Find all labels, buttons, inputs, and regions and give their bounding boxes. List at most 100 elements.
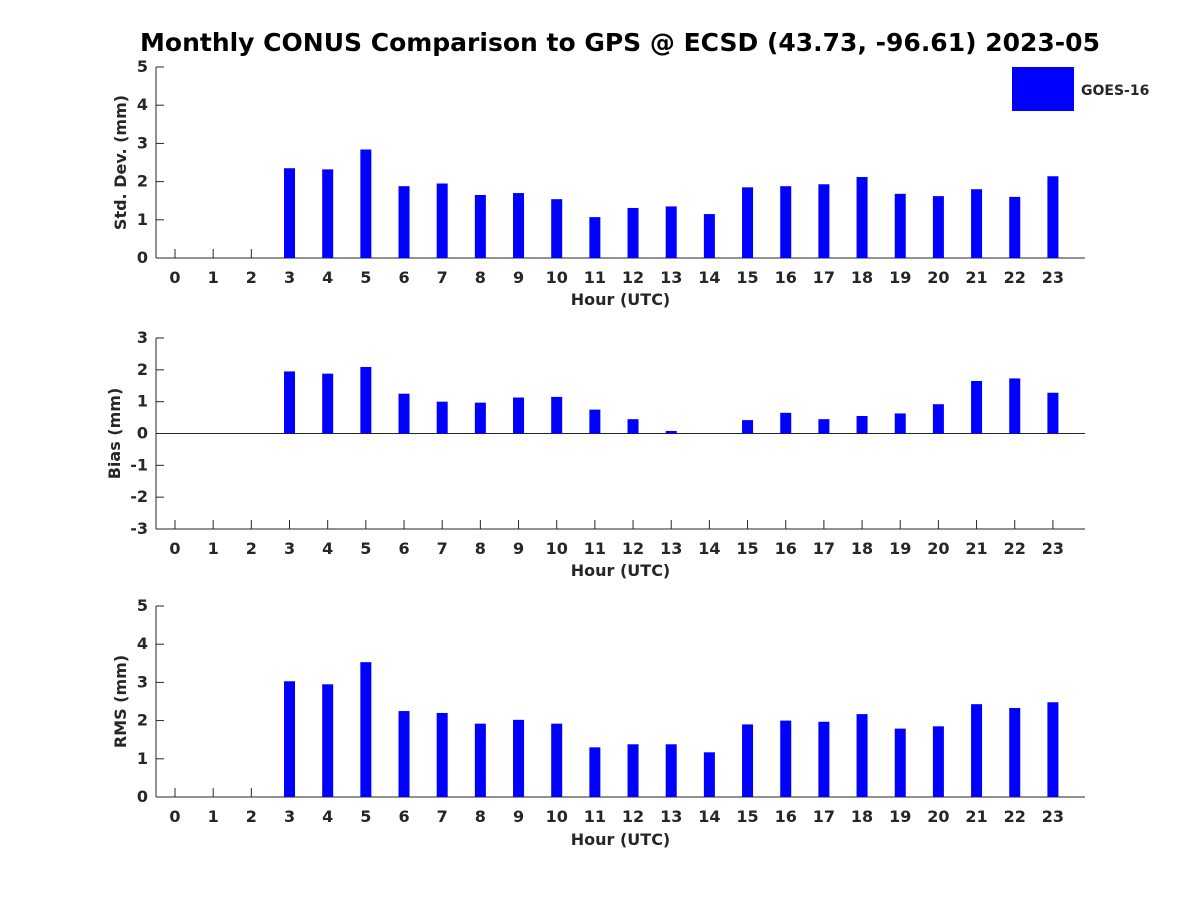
x-tick-label: 16 [775, 539, 797, 558]
bar-hour-10 [551, 199, 563, 258]
x-tick-label: 17 [813, 807, 835, 826]
x-tick-label: 12 [622, 268, 644, 287]
x-tick-label: 7 [437, 807, 448, 826]
x-tick-label: 19 [889, 807, 911, 826]
bar-hour-17 [818, 419, 830, 434]
y-axis-label: Bias (mm) [105, 388, 124, 480]
bar-hour-3 [284, 681, 296, 797]
x-tick-label: 5 [360, 807, 371, 826]
bar-hour-19 [894, 193, 906, 258]
x-tick-label: 23 [1042, 807, 1064, 826]
y-tick-label: 3 [137, 328, 148, 347]
bar-hour-5 [360, 149, 372, 258]
x-tick-label: 1 [208, 807, 219, 826]
bar-hour-6 [398, 393, 410, 434]
bar-hour-9 [513, 719, 525, 797]
bar-hour-21 [971, 704, 983, 797]
bar-hour-8 [474, 194, 486, 258]
bar-hour-10 [551, 723, 563, 797]
x-tick-label: 22 [1004, 539, 1026, 558]
bar-hour-23 [1047, 392, 1059, 434]
bar-hour-12 [627, 744, 639, 797]
x-tick-label: 12 [622, 539, 644, 558]
x-tick-label: 14 [698, 268, 720, 287]
bar-hour-13 [665, 430, 677, 434]
y-tick-label: 1 [137, 749, 148, 768]
bar-hour-9 [513, 193, 525, 258]
x-tick-label: 9 [513, 268, 524, 287]
legend: GOES-16 [1012, 67, 1149, 111]
x-tick-label: 2 [246, 539, 257, 558]
y-tick-label: -2 [130, 487, 148, 506]
y-axis-label: RMS (mm) [111, 655, 130, 748]
x-tick-label: 6 [398, 807, 409, 826]
legend-label: GOES-16 [1081, 83, 1149, 99]
y-tick-label: 4 [137, 95, 148, 114]
x-tick-label: 4 [322, 807, 333, 826]
bar-hour-19 [894, 728, 906, 797]
bar-hour-16 [780, 186, 792, 258]
x-tick-label: 21 [965, 539, 987, 558]
x-tick-label: 4 [322, 268, 333, 287]
x-tick-label: 14 [698, 807, 720, 826]
bar-hour-6 [398, 711, 410, 797]
bar-hour-8 [474, 723, 486, 797]
bar-hour-16 [780, 720, 792, 797]
x-tick-label: 10 [546, 268, 568, 287]
bar-hour-9 [513, 397, 525, 434]
x-tick-label: 19 [889, 268, 911, 287]
y-tick-label: 1 [137, 392, 148, 411]
x-axis-label: Hour (UTC) [571, 561, 671, 580]
x-tick-label: 8 [475, 539, 486, 558]
y-tick-label: 2 [137, 711, 148, 730]
bar-hour-22 [1009, 196, 1021, 258]
bar-hour-3 [284, 168, 296, 258]
x-tick-label: 6 [398, 539, 409, 558]
y-axis-label: Std. Dev. (mm) [111, 95, 130, 230]
y-tick-label: -1 [130, 455, 148, 474]
bar-hour-13 [665, 206, 677, 258]
y-tick-label: 5 [137, 596, 148, 615]
y-tick-label: 3 [137, 133, 148, 152]
x-tick-label: 9 [513, 807, 524, 826]
bar-hour-16 [780, 412, 792, 434]
bar-hour-23 [1047, 702, 1059, 797]
x-tick-label: 6 [398, 268, 409, 287]
x-tick-label: 16 [775, 807, 797, 826]
bar-hour-13 [665, 744, 677, 797]
x-tick-label: 12 [622, 807, 644, 826]
y-tick-label: 1 [137, 210, 148, 229]
x-tick-label: 5 [360, 268, 371, 287]
bar-hour-6 [398, 186, 410, 258]
chart-title: Monthly CONUS Comparison to GPS @ ECSD (… [140, 28, 1100, 57]
bar-hour-22 [1009, 707, 1021, 797]
x-tick-label: 8 [475, 268, 486, 287]
x-tick-label: 0 [169, 539, 180, 558]
bar-hour-4 [322, 684, 334, 797]
bar-hour-11 [589, 747, 601, 797]
x-tick-label: 23 [1042, 268, 1064, 287]
x-tick-label: 1 [208, 268, 219, 287]
bar-hour-20 [932, 196, 944, 258]
bar-hour-18 [856, 415, 868, 434]
bar-hour-12 [627, 419, 639, 434]
x-tick-label: 16 [775, 268, 797, 287]
bar-hour-15 [742, 724, 754, 797]
x-tick-label: 20 [927, 807, 949, 826]
bar-hour-20 [932, 404, 944, 434]
bar-hour-18 [856, 714, 868, 797]
x-tick-label: 13 [660, 807, 682, 826]
x-tick-label: 23 [1042, 539, 1064, 558]
x-tick-label: 17 [813, 539, 835, 558]
x-tick-label: 15 [736, 807, 758, 826]
x-tick-label: 15 [736, 268, 758, 287]
x-tick-label: 18 [851, 268, 873, 287]
x-axis-label: Hour (UTC) [571, 290, 671, 309]
bar-hour-12 [627, 207, 639, 258]
x-tick-label: 21 [965, 807, 987, 826]
bar-hour-4 [322, 169, 334, 258]
x-tick-label: 3 [284, 268, 295, 287]
